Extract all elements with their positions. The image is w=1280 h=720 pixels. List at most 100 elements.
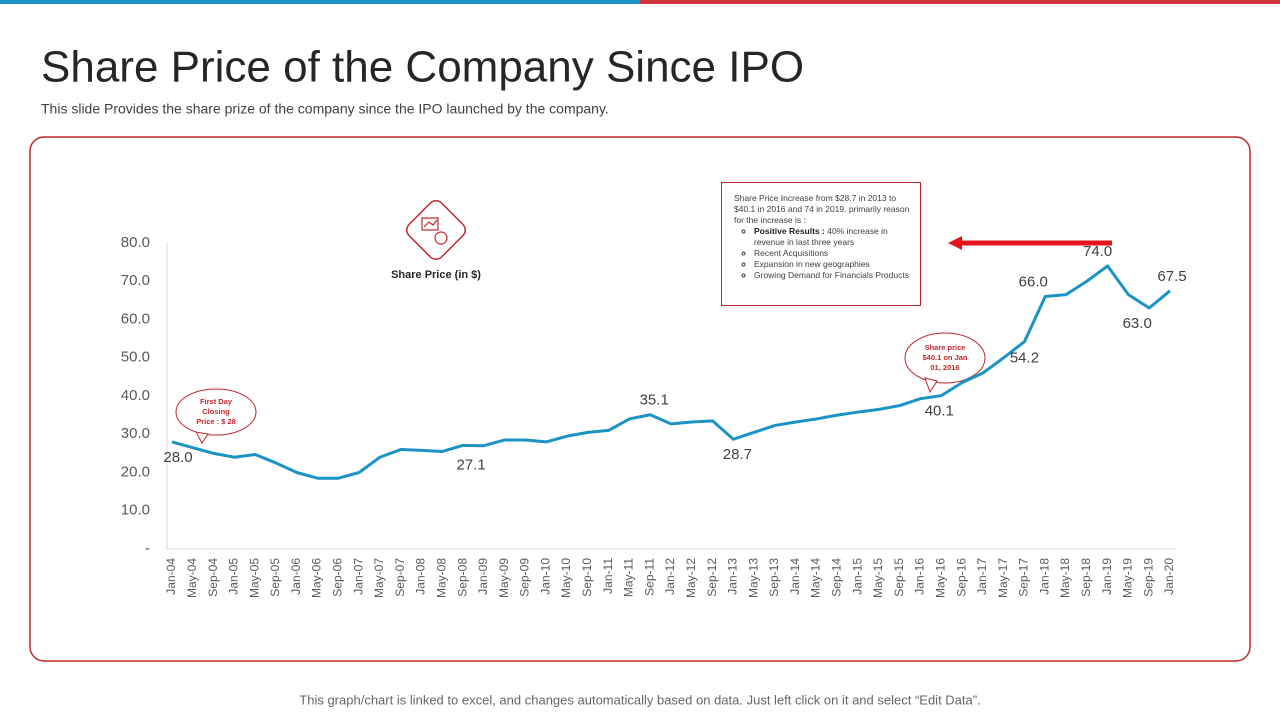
x-tick-label: May-14	[809, 558, 823, 598]
top-bar-red	[640, 0, 1280, 4]
x-tick-label: May-10	[559, 558, 573, 598]
arrow	[948, 236, 1112, 250]
x-tick-label: May-08	[434, 558, 448, 598]
x-tick-label: Sep-17	[1017, 558, 1031, 597]
note-bullet-text: 40% increase in revenue in last three ye…	[754, 226, 888, 247]
callout-1	[175, 388, 257, 444]
note-box: Share Price Increase from $28.7 in 2013 …	[721, 182, 921, 306]
note-bullet-text: Growing Demand for Financials Products	[754, 270, 909, 280]
callout-text: $40.1 on Jan	[922, 353, 967, 362]
y-tick-label: 30.0	[121, 425, 150, 442]
x-tick-label: Jan-10	[538, 558, 552, 595]
x-tick-label: Jan-13	[726, 558, 740, 595]
x-tick-label: Sep-13	[767, 558, 781, 597]
x-tick-label: Sep-16	[954, 558, 968, 597]
note-bullet-text: Expansion in new geographies	[754, 259, 870, 269]
footer: This graph/chart is linked to excel, and…	[299, 692, 980, 707]
x-tick-label: May-11	[622, 558, 636, 597]
x-tick-label: Jan-20	[1162, 558, 1176, 595]
x-tick-label: Jan-07	[351, 558, 365, 595]
x-tick-label: Jan-08	[414, 558, 428, 595]
y-tick-label: -	[145, 540, 150, 557]
subtitle: This slide Provides the share prize of t…	[41, 101, 609, 117]
x-tick-label: Jan-09	[476, 558, 490, 595]
data-label: 63.0	[1123, 315, 1152, 332]
y-tick-label: 10.0	[121, 502, 150, 519]
chart-frame	[29, 136, 1251, 662]
data-label: 27.1	[456, 456, 485, 473]
x-tick-label: Sep-06	[331, 558, 345, 597]
x-tick-label: May-05	[247, 558, 261, 598]
y-tick-label: 40.0	[121, 387, 150, 404]
x-tick-label: May-19	[1121, 558, 1135, 598]
y-tick-label: 60.0	[121, 310, 150, 327]
x-tick-label: Jan-19	[1100, 558, 1114, 595]
x-tick-label: Jan-06	[289, 558, 303, 595]
x-tick-label: May-18	[1058, 558, 1072, 598]
x-tick-label: Jan-15	[850, 558, 864, 595]
data-label: 28.0	[163, 449, 192, 466]
x-tick-label: Sep-12	[705, 558, 719, 597]
x-tick-label: May-12	[684, 558, 698, 598]
note-bullets: Positive Results : 40% increase in reven…	[734, 226, 912, 281]
y-tick-label: 80.0	[121, 234, 150, 251]
note-bullet: Growing Demand for Financials Products	[754, 270, 912, 281]
x-tick-label: Jan-17	[975, 558, 989, 595]
x-tick-label: Jan-04	[164, 558, 178, 595]
callout-text: First Day	[200, 397, 233, 406]
x-tick-label: Jan-05	[227, 558, 241, 595]
data-label: 67.5	[1157, 268, 1186, 285]
x-tick-label: Sep-10	[580, 558, 594, 597]
x-tick-label: Sep-08	[455, 558, 469, 597]
title: Share Price of the Company Since IPO	[41, 43, 804, 92]
data-label: 54.2	[1010, 350, 1039, 367]
x-tick-label: Jan-16	[913, 558, 927, 595]
x-tick-label: Sep-09	[518, 558, 532, 597]
callout-2	[904, 332, 986, 394]
note-bullet: Expansion in new geographies	[754, 259, 912, 270]
data-label: 28.7	[723, 446, 752, 463]
x-tick-label: May-04	[185, 558, 199, 598]
y-tick-label: 20.0	[121, 463, 150, 480]
x-tick-label: May-15	[871, 558, 885, 598]
note-bullet: Recent Acquisitions	[754, 248, 912, 259]
data-label: 66.0	[1019, 274, 1048, 291]
data-label: 74.0	[1083, 243, 1112, 260]
callout-text: Price : $ 28	[196, 417, 236, 426]
legend-label: Share Price (in $)	[391, 269, 481, 281]
x-tick-label: Jan-12	[663, 558, 677, 595]
x-tick-label: May-17	[996, 558, 1010, 598]
x-tick-label: Jan-18	[1037, 558, 1051, 595]
x-tick-label: Sep-05	[268, 558, 282, 597]
x-tick-label: Sep-04	[206, 558, 220, 597]
top-bar-blue	[0, 0, 640, 4]
x-tick-label: May-16	[933, 558, 947, 598]
x-tick-label: Sep-19	[1141, 558, 1155, 597]
legend-icon	[406, 200, 466, 260]
x-tick-label: May-09	[497, 558, 511, 598]
y-tick-label: 50.0	[121, 349, 150, 366]
callout-text: Share price	[925, 343, 966, 352]
callout-text: Closing	[202, 407, 230, 416]
note-bullet-text: Recent Acquisitions	[754, 248, 829, 258]
note-bullet: Positive Results : 40% increase in reven…	[754, 226, 912, 248]
data-label: 40.1	[925, 403, 954, 420]
note-text: Share Price Increase from $28.7 in 2013 …	[734, 193, 910, 225]
x-tick-label: Sep-18	[1079, 558, 1093, 597]
price-line	[171, 264, 1171, 480]
x-tick-label: May-06	[310, 558, 324, 598]
x-tick-label: Jan-14	[788, 558, 802, 595]
x-tick-label: Sep-07	[393, 558, 407, 597]
data-label: 35.1	[640, 392, 669, 409]
x-tick-label: May-07	[372, 558, 386, 598]
x-tick-label: Sep-14	[830, 558, 844, 597]
x-tick-label: May-13	[746, 558, 760, 598]
y-tick-label: 70.0	[121, 272, 150, 289]
callout-text: 01, 2016	[930, 363, 959, 372]
note-bullet-bold: Positive Results :	[754, 226, 825, 236]
x-tick-label: Jan-11	[601, 558, 615, 594]
x-tick-label: Sep-11	[642, 558, 656, 596]
x-tick-label: Sep-15	[892, 558, 906, 597]
